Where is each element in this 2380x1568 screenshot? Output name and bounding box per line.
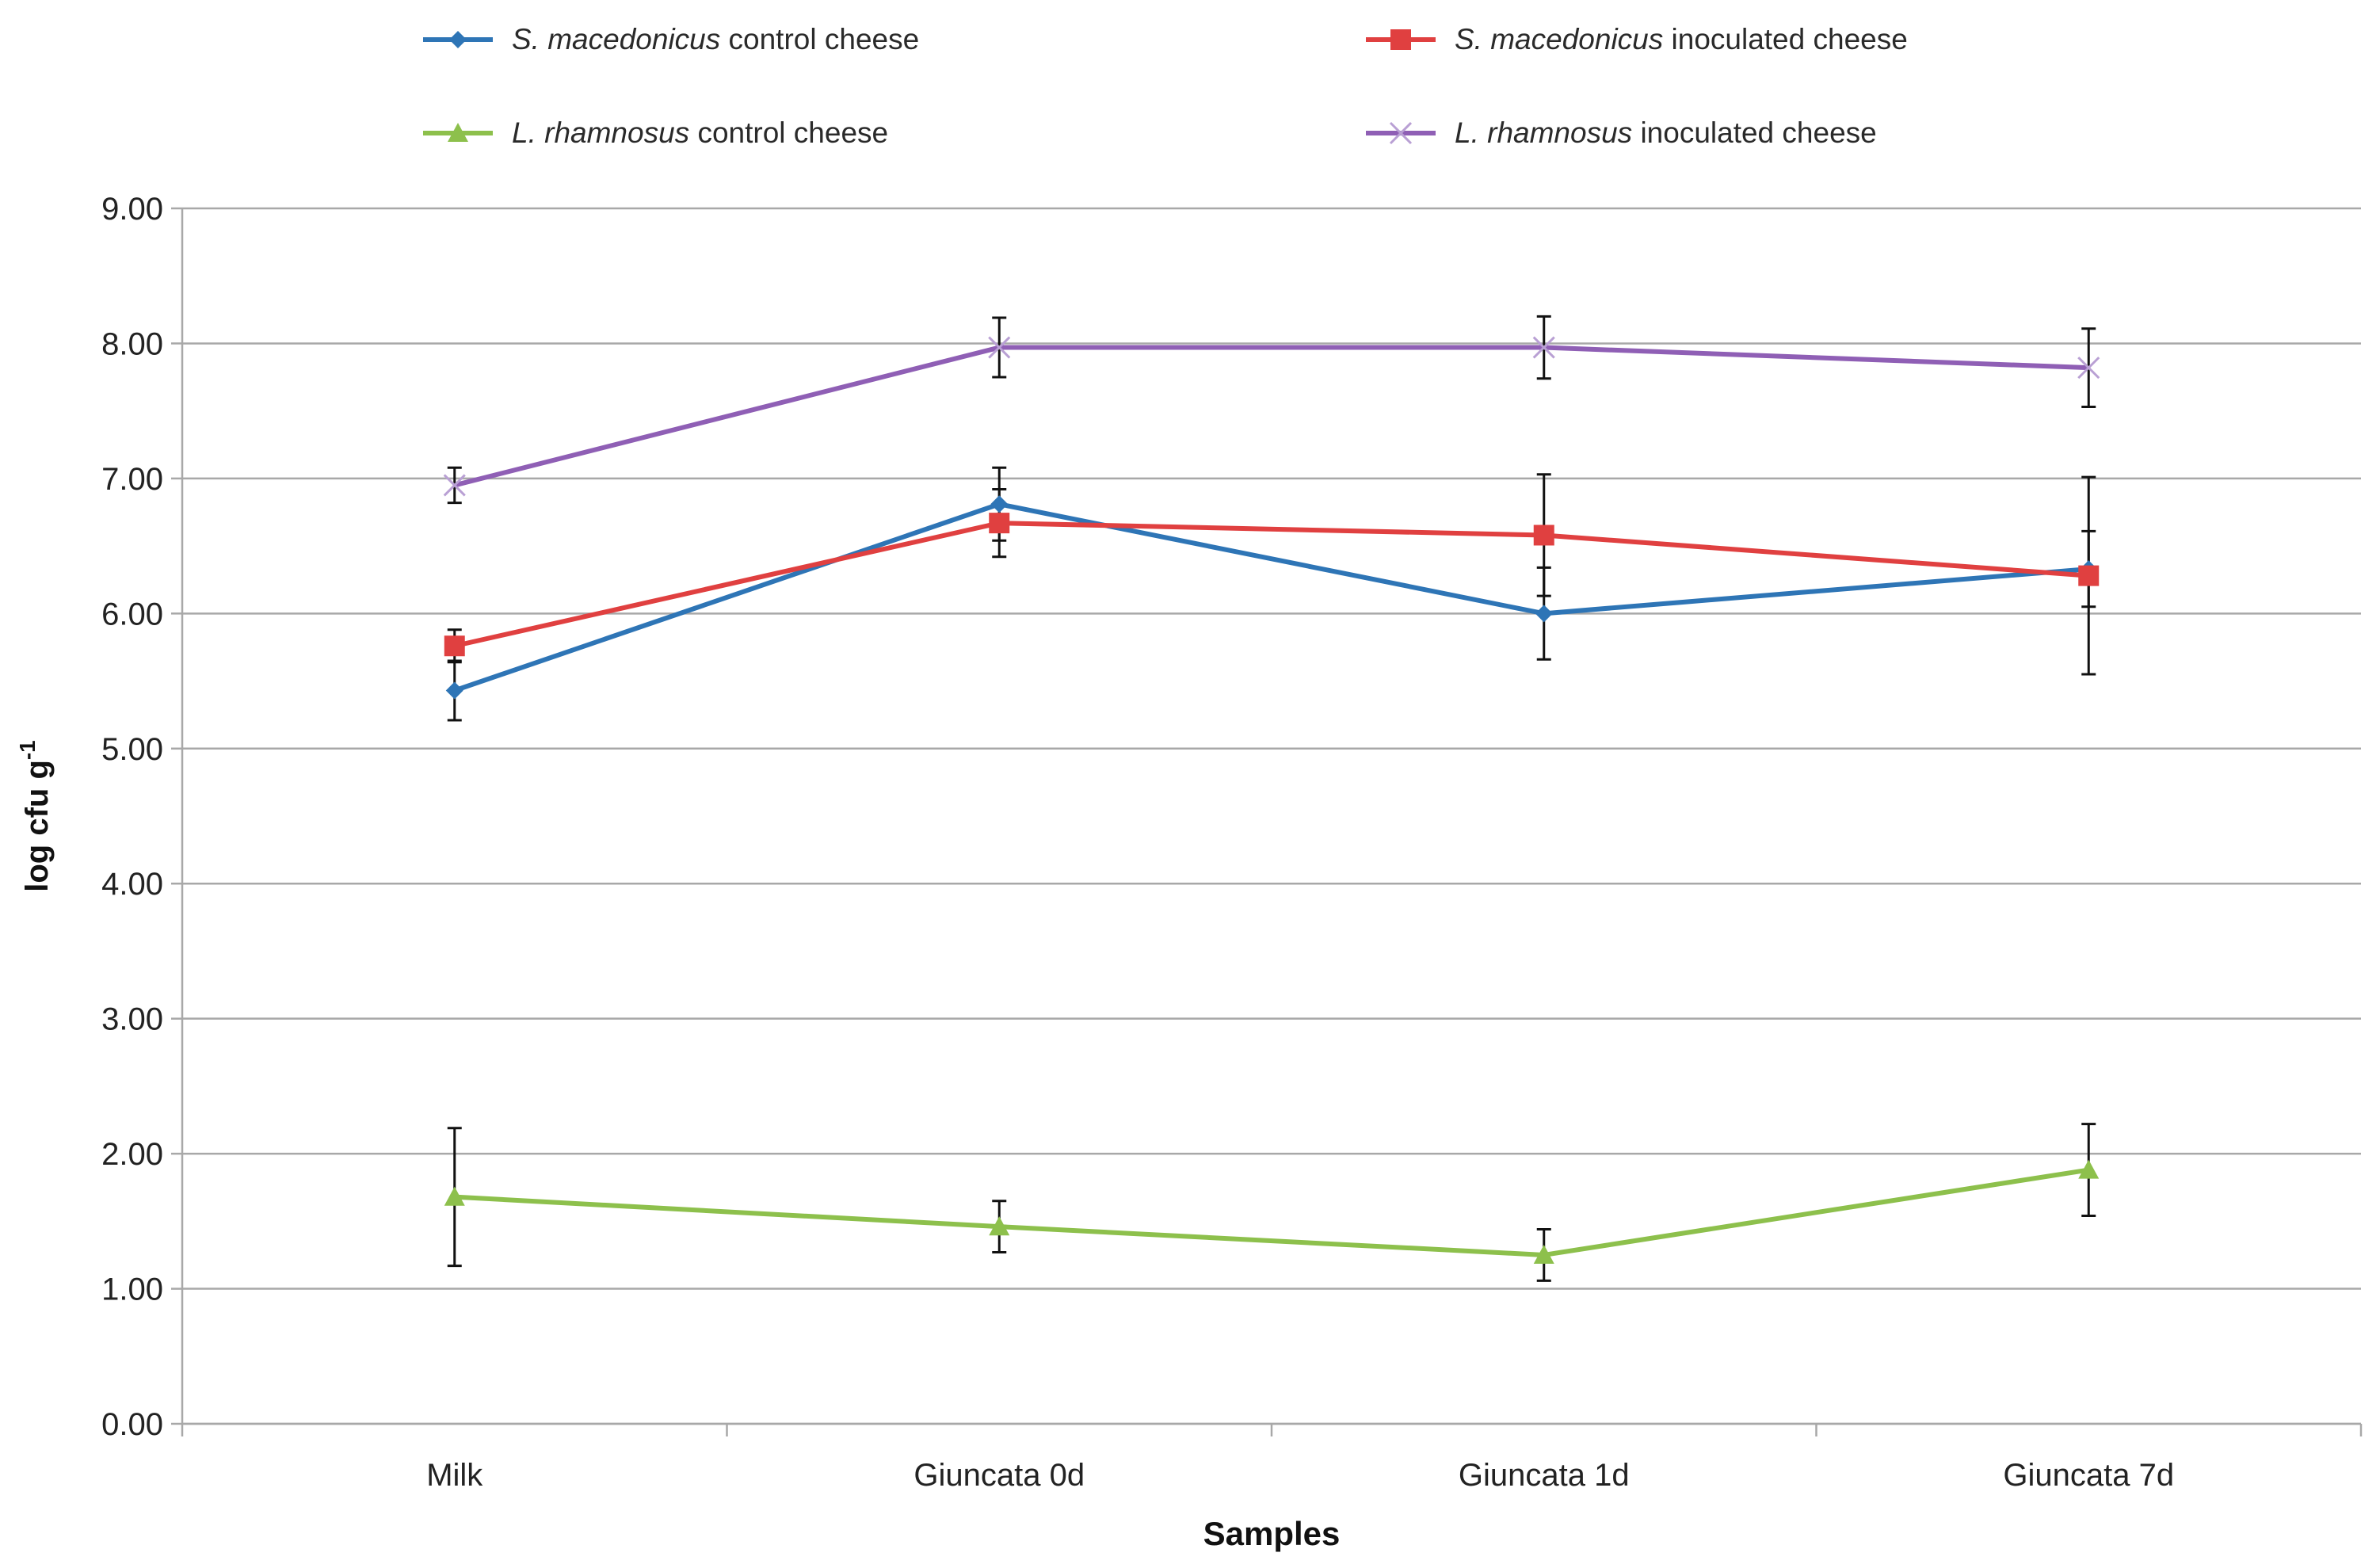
- y-tick-label: 2.00: [101, 1137, 163, 1172]
- legend-swatch-triangle-icon: [423, 123, 493, 143]
- data-point: [2077, 357, 2100, 380]
- marker-stroke: [2077, 357, 2100, 380]
- y-tick-label: 1.00: [101, 1272, 163, 1307]
- y-axis-title-text: log cfu g: [20, 760, 55, 892]
- legend-item-s-macedonicus-inoculated: S. macedonicus inoculated cheese: [1361, 16, 1908, 63]
- data-point: [2078, 565, 2100, 586]
- series-line: [453, 502, 2089, 693]
- legend-swatch-diamond-icon: [423, 31, 493, 48]
- x-tick-label: Giuncata 1d: [1459, 1458, 1630, 1493]
- legend-marker: [1389, 121, 1413, 145]
- y-tick-label: 4.00: [101, 867, 163, 902]
- marker-stroke: [1389, 121, 1413, 145]
- y-tick-label: 3.00: [101, 1002, 163, 1037]
- data-point: [990, 495, 1009, 513]
- y-axis-title-superscript: -1: [15, 740, 40, 760]
- y-tick-label: 5.00: [101, 732, 163, 767]
- data-point: [989, 513, 1010, 534]
- series-line: [454, 1167, 2089, 1257]
- legend-marker: [448, 123, 468, 143]
- marker-stroke: [988, 336, 1011, 359]
- data-point: [1532, 336, 1555, 359]
- legend-label: L. rhamnosus control cheese: [512, 116, 889, 149]
- series-line: [454, 345, 2089, 488]
- y-tick-label: 0.00: [101, 1407, 163, 1442]
- y-tick-label: 6.00: [101, 597, 163, 631]
- data-point: [1533, 525, 1554, 546]
- y-axis-title: log cfu g-1: [15, 740, 55, 892]
- legend-item-s-macedonicus-control: S. macedonicus control cheese: [418, 16, 919, 63]
- x-tick-label: Giuncata 0d: [913, 1458, 1085, 1493]
- data-point: [2078, 1159, 2100, 1179]
- x-axis-title: Samples: [1203, 1515, 1341, 1552]
- data-point: [444, 635, 465, 657]
- y-tick-label: 9.00: [101, 192, 163, 227]
- marker-stroke: [443, 474, 466, 497]
- data-point: [1535, 605, 1553, 623]
- legend-label: S. macedonicus control cheese: [512, 23, 920, 55]
- y-tick-label: 8.00: [101, 326, 163, 361]
- legend-swatch-x-icon: [1366, 121, 1436, 145]
- x-tick-label: Milk: [426, 1458, 483, 1493]
- data-point: [444, 1186, 465, 1206]
- data-point: [443, 474, 466, 497]
- legend-item-l-rhamnosus-inoculated: L. rhamnosus inoculated cheese: [1361, 109, 1877, 157]
- legend-label: S. macedonicus inoculated cheese: [1455, 23, 1908, 55]
- marker-stroke: [1532, 336, 1555, 359]
- data-point: [989, 1216, 1010, 1236]
- data-point: [1533, 1244, 1554, 1264]
- legend-marker: [449, 31, 467, 48]
- x-tick-label: Giuncata 7d: [2003, 1458, 2174, 1493]
- legend-item-l-rhamnosus-control: L. rhamnosus control cheese: [418, 109, 888, 157]
- legend-marker: [1390, 29, 1411, 50]
- legend-label: L. rhamnosus inoculated cheese: [1455, 116, 1877, 149]
- data-point: [988, 336, 1011, 359]
- y-tick-label: 7.00: [101, 462, 163, 497]
- data-point: [445, 681, 463, 700]
- series-line: [454, 521, 2089, 649]
- legend-swatch-square-icon: [1366, 29, 1436, 50]
